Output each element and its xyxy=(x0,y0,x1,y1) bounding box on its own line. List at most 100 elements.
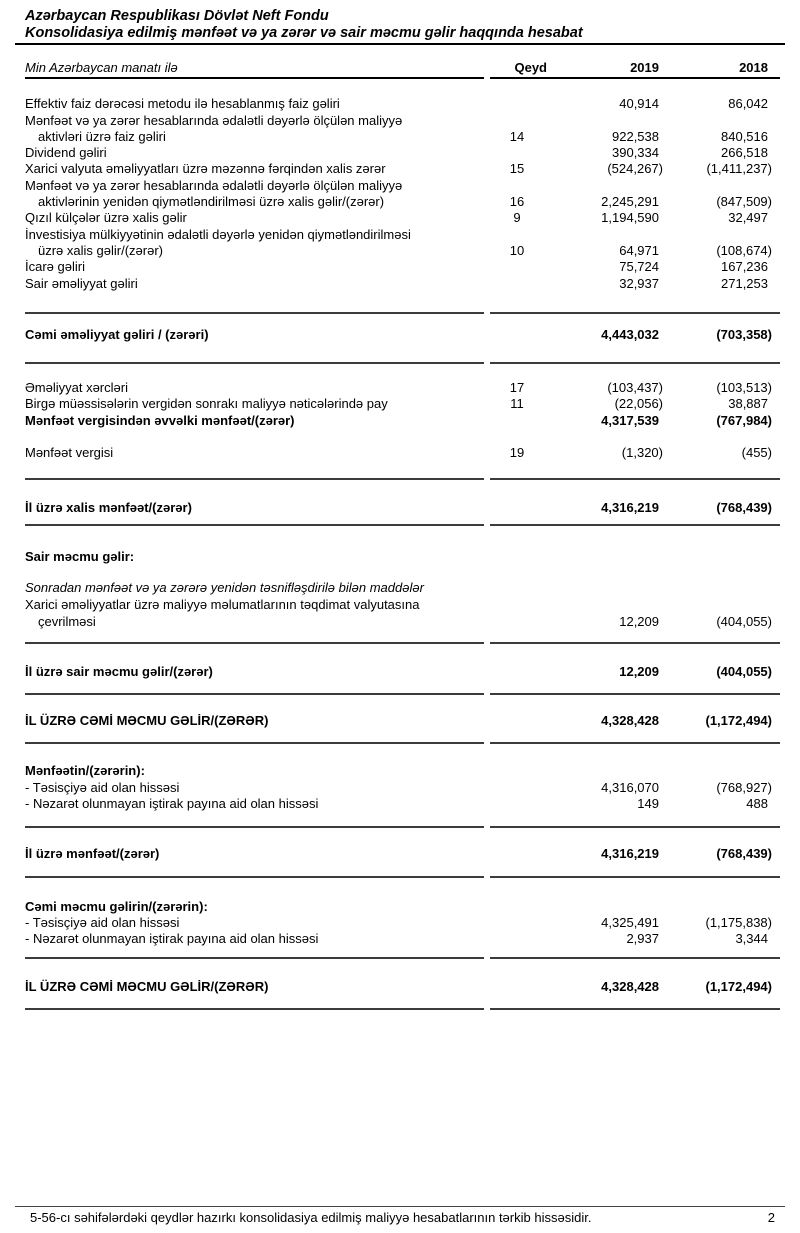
footer-divider xyxy=(15,1206,785,1207)
row-reclassifiable-items-note: Sonradan mənfəət və ya zərərə yenidən tə… xyxy=(25,580,780,596)
value-2019: 12,209 xyxy=(619,613,659,629)
value-2019: 4,443,032 xyxy=(601,326,659,342)
row-label: İl üzrə xalis mənfəət/(zərər) xyxy=(25,500,192,516)
value-2019: 4,316,070 xyxy=(601,779,659,795)
row-label-line1: Mənfəət və ya zərər hesablarında ədalətl… xyxy=(25,177,403,193)
org-name: Azərbaycan Respublikası Dövlət Neft Fond… xyxy=(25,8,329,24)
value-2018: 266,518 xyxy=(721,145,768,161)
note-ref: 11 xyxy=(510,396,524,412)
heading-tci-attribution: Cəmi məcmu gəlirin/(zərərin): xyxy=(25,899,780,915)
value-2019: 2,245,291 xyxy=(601,194,659,210)
column-header-2018: 2018 xyxy=(739,60,768,75)
value-2018: 271,253 xyxy=(721,275,768,291)
heading-profit-attribution: Mənfəətin/(zərərin): xyxy=(25,763,780,779)
note-ref: 16 xyxy=(509,194,525,210)
row-effective-interest-income: Effektiv faiz dərəcəsi metodu ilə hesabl… xyxy=(25,96,780,112)
value-2018: (108,674) xyxy=(716,242,772,258)
row-profit-before-tax: Mənfəət vergisindən əvvəlki mənfəət/(zər… xyxy=(25,413,780,429)
value-2019: 64,971 xyxy=(619,242,659,258)
note-ref: 17 xyxy=(509,380,525,396)
value-2019: 4,317,539 xyxy=(601,412,659,428)
row-label: Mənfəət vergisi xyxy=(25,445,114,461)
divider xyxy=(25,641,780,644)
row-fx-loss: Xarici valyuta əməliyyatları üzrə məzənn… xyxy=(25,161,780,177)
value-2019: (103,437) xyxy=(607,380,663,396)
row-label: Mənfəət və ya zərər hesablarında ədalətl… xyxy=(25,113,482,146)
value-2018: (455) xyxy=(741,445,772,461)
row-label-line1: Xarici əməliyyatlar üzrə maliyyə məlumat… xyxy=(25,597,420,613)
row-label: Mənfəət və ya zərər hesablarında ədalətl… xyxy=(25,178,482,211)
row-fvtpl-revaluation: Mənfəət və ya zərər hesablarında ədalətl… xyxy=(25,178,780,211)
document-header: Azərbaycan Respublikası Dövlət Neft Fond… xyxy=(0,8,800,42)
row-label-line1: İnvestisiya mülkiyyətinin ədalətli dəyər… xyxy=(25,226,411,242)
row-label: Effektiv faiz dərəcəsi metodu ilə hesabl… xyxy=(25,96,340,112)
footer-note: 5-56-cı səhifələrdəki qeydlər hazırkı ko… xyxy=(30,1210,592,1225)
divider xyxy=(25,1007,780,1010)
row-total-comprehensive-income-2: İL ÜZRƏ CƏMİ MƏCMU GƏLİR/(ZƏRƏR) 4,328,4… xyxy=(25,979,780,995)
table-header-row: Min Azərbaycan manatı ilə Qeyd 2019 2018 xyxy=(25,60,780,76)
row-label-line2: aktivləri üzrə faiz gəliri xyxy=(38,128,166,144)
value-2018: (1,172,494) xyxy=(705,978,773,994)
row-label: Dividend gəliri xyxy=(25,145,107,161)
row-label: - Təsisçiyə aid olan hissəsi xyxy=(25,779,180,795)
divider xyxy=(25,875,780,878)
row-label: İl üzrə mənfəət/(zərər) xyxy=(25,846,160,862)
value-2019: 12,209 xyxy=(619,663,659,679)
row-total-oci: İl üzrə sair məcmu gəlir/(zərər) 12,209 … xyxy=(25,664,780,680)
row-label: Əməliyyat xərcləri xyxy=(25,380,128,396)
row-label: Birgə müəssisələrin vergidən sonrakı mal… xyxy=(25,396,388,412)
row-attributable-to-nci-tci: - Nəzarət olunmayan iştirak payına aid o… xyxy=(25,931,780,947)
row-label: - Nəzarət olunmayan iştirak payına aid o… xyxy=(25,796,319,812)
row-label: İl üzrə sair məcmu gəlir/(zərər) xyxy=(25,663,213,679)
value-2019: 149 xyxy=(637,796,659,812)
value-2018: 840,516 xyxy=(721,128,768,144)
value-2018: 32,497 xyxy=(728,210,768,226)
row-label-line1: Mənfəət və ya zərər hesablarında ədalətl… xyxy=(25,112,403,128)
page-number: 2 xyxy=(767,1210,775,1225)
divider xyxy=(25,826,780,829)
value-2018: (767,984) xyxy=(716,412,772,428)
heading-other-comprehensive-income: Sair məcmu gəlir: xyxy=(25,549,780,565)
row-fvtpl-interest-income: Mənfəət və ya zərər hesablarında ədalətl… xyxy=(25,113,780,146)
row-label: Mənfəət vergisindən əvvəlki mənfəət/(zər… xyxy=(25,412,295,428)
value-2018: 86,042 xyxy=(728,96,768,112)
divider xyxy=(25,956,780,959)
value-2019: (22,056) xyxy=(614,396,663,412)
row-label: - Nəzarət olunmayan iştirak payına aid o… xyxy=(25,931,319,947)
row-joint-ventures-share: Birgə müəssisələrin vergidən sonrakı mal… xyxy=(25,396,780,412)
value-2018: 38,887 xyxy=(728,396,768,412)
value-2018: (768,439) xyxy=(716,500,772,516)
value-2019: (524,267) xyxy=(607,161,663,177)
value-2018: (404,055) xyxy=(716,663,772,679)
row-label: Sair əməliyyat gəliri xyxy=(25,275,138,291)
value-2018: (768,439) xyxy=(716,846,772,862)
row-label: Cəmi əməliyyat gəliri / (zərəri) xyxy=(25,326,209,342)
unit-label: Min Azərbaycan manatı ilə xyxy=(25,60,178,75)
page-footer: 5-56-cı səhifələrdəki qeydlər hazırkı ko… xyxy=(0,1206,800,1226)
value-2019: 390,334 xyxy=(612,145,659,161)
row-label: İL ÜZRƏ CƏMİ MƏCMU GƏLİR/(ZƏRƏR) xyxy=(25,713,269,729)
divider xyxy=(25,311,780,314)
value-2019: 32,937 xyxy=(619,275,659,291)
divider xyxy=(25,693,780,696)
row-label: Qızıl külçələr üzrə xalis gəlir xyxy=(25,210,187,226)
note-ref: 15 xyxy=(509,161,525,177)
column-header-note: Qeyd xyxy=(514,60,547,75)
value-2018: 167,236 xyxy=(721,259,768,275)
row-rental-income: İcarə gəliri 75,724 167,236 xyxy=(25,259,780,275)
row-income-tax: Mənfəət vergisi 19 (1,320) (455) xyxy=(25,445,780,461)
divider xyxy=(25,478,780,481)
value-2018: (103,513) xyxy=(716,380,772,396)
divider xyxy=(25,362,780,365)
row-net-profit-for-year: İl üzrə xalis mənfəət/(zərər) 4,316,219 … xyxy=(25,500,780,516)
row-label: İnvestisiya mülkiyyətinin ədalətli dəyər… xyxy=(25,227,482,260)
row-total-operating-income: Cəmi əməliyyat gəliri / (zərəri) 4,443,0… xyxy=(25,327,780,343)
note-ref: 10 xyxy=(509,242,525,258)
row-label: İL ÜZRƏ CƏMİ MƏCMU GƏLİR/(ZƏRƏR) xyxy=(25,978,269,994)
row-label-line2: çevrilməsi xyxy=(38,613,96,629)
row-other-operating-income: Sair əməliyyat gəliri 32,937 271,253 xyxy=(25,276,780,292)
row-profit-for-year: İl üzrə mənfəət/(zərər) 4,316,219 (768,4… xyxy=(25,846,780,862)
value-2018: (1,172,494) xyxy=(705,713,773,729)
statement-title: Konsolidasiya edilmiş mənfəət və ya zərə… xyxy=(25,25,583,41)
